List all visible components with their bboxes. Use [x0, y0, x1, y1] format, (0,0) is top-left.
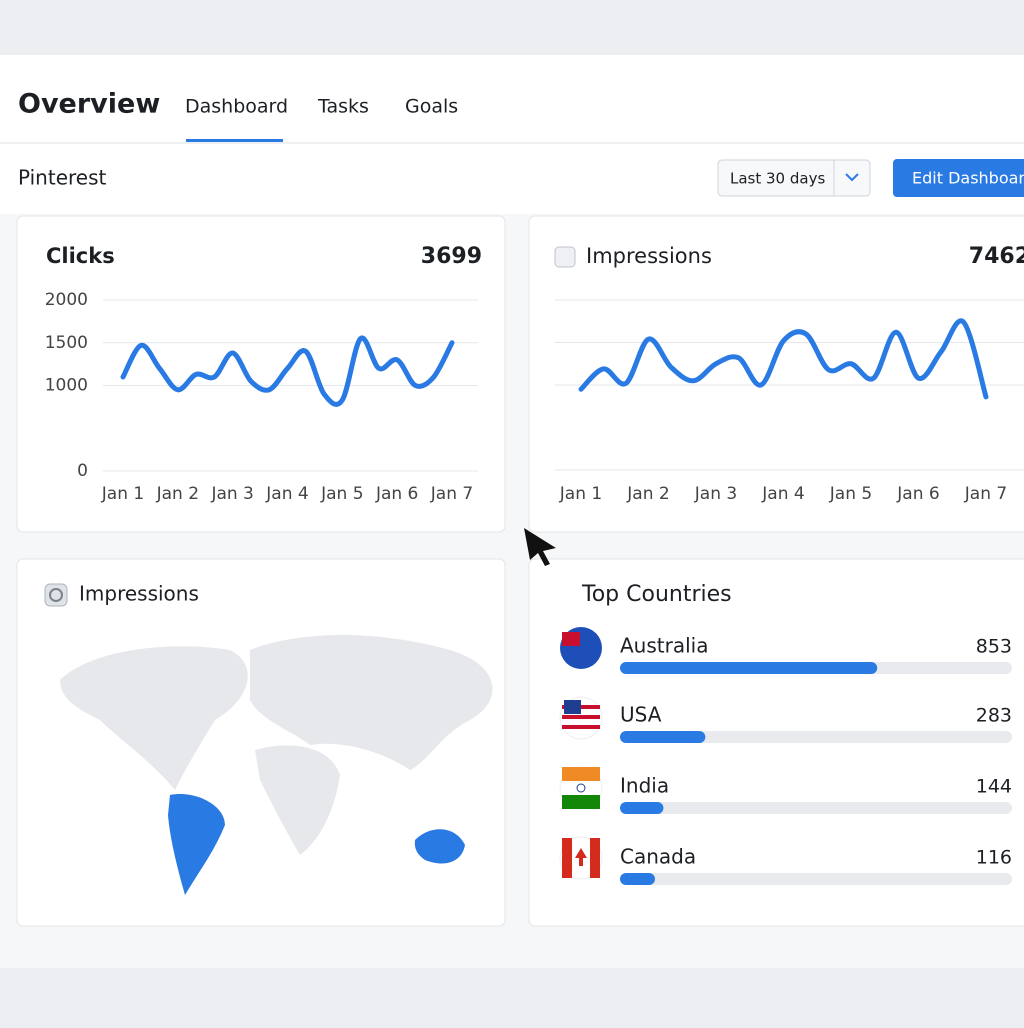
- x-tick-label: Jan 3: [694, 484, 737, 504]
- card-total: 3699: [421, 244, 482, 269]
- tab[interactable]: Goals: [405, 96, 458, 118]
- edit-button[interactable]: [893, 159, 1024, 197]
- y-tick-label: 1000: [45, 376, 88, 396]
- x-tick-label: Jan 1: [101, 484, 144, 504]
- country-name: USA: [620, 703, 662, 727]
- flag: [575, 848, 587, 866]
- flag: [562, 725, 600, 729]
- flag: [562, 838, 572, 878]
- country-name: Australia: [620, 634, 708, 658]
- bar: [620, 873, 655, 885]
- land: [255, 745, 340, 855]
- x-tick-label: Jan 2: [626, 484, 669, 504]
- line: [120, 335, 455, 407]
- country-name: Canada: [620, 845, 696, 869]
- icon: [44, 583, 68, 607]
- x-tick-label: Jan 6: [896, 484, 939, 504]
- country-name: India: [620, 774, 669, 798]
- bar-track: [620, 873, 1012, 885]
- x-tick-label: Jan 3: [210, 484, 253, 504]
- x-tick-label: Jan 1: [559, 484, 602, 504]
- land: [60, 646, 248, 790]
- bar: [620, 662, 878, 674]
- value-label: 283: [976, 705, 1012, 727]
- card-title: Clicks: [46, 244, 115, 268]
- highlighted-region: [168, 794, 225, 895]
- world-map: [60, 635, 493, 895]
- y-tick-label: 0: [77, 461, 88, 481]
- flag: [576, 783, 586, 793]
- card: [16, 215, 506, 533]
- x-tick-label: Jan 2: [156, 484, 199, 504]
- tab[interactable]: Dashboard: [185, 96, 288, 118]
- account-name: Pinterest: [18, 166, 107, 190]
- cursor: [524, 528, 556, 566]
- flag: [562, 767, 600, 781]
- flags: [559, 627, 603, 880]
- x-tick-label: Jan 5: [320, 484, 363, 504]
- flag: [562, 632, 580, 646]
- date-range: Last 30 days: [730, 170, 825, 188]
- card-total: 7462: [969, 244, 1024, 269]
- flag: [564, 700, 581, 714]
- bar: [620, 731, 706, 743]
- x-tick-label: Jan 7: [430, 484, 473, 504]
- bar-track: [620, 731, 1012, 743]
- x-tick-label: Jan 4: [761, 484, 804, 504]
- button-label: Edit Dashboard: [912, 169, 1024, 188]
- y-tick-label: 2000: [45, 290, 88, 310]
- line: [578, 318, 989, 400]
- tab-indicator: [186, 139, 283, 142]
- tab[interactable]: Tasks: [317, 96, 369, 118]
- x-tick-label: Jan 4: [265, 484, 308, 504]
- card-title: Impressions: [586, 244, 712, 268]
- x-tick-label: Jan 7: [964, 484, 1007, 504]
- icon: [554, 246, 576, 268]
- bar-track: [620, 802, 1012, 814]
- bar: [620, 802, 664, 814]
- flag: [590, 838, 600, 878]
- dropdown-arrow: [845, 173, 859, 182]
- x-tick-label: Jan 5: [829, 484, 872, 504]
- land: [250, 635, 493, 770]
- x-tick-label: Jan 6: [375, 484, 418, 504]
- icon: [49, 588, 63, 602]
- page-title: Overview: [18, 89, 160, 120]
- value-label: 116: [976, 847, 1012, 869]
- card-title: Impressions: [79, 582, 199, 606]
- highlighted-region: [414, 829, 465, 864]
- value-label: 144: [976, 776, 1012, 798]
- card: [528, 215, 1024, 533]
- date-dropdown[interactable]: [717, 159, 871, 197]
- value-label: 853: [976, 636, 1012, 658]
- y-tick-label: 1500: [45, 333, 88, 353]
- flag: [562, 715, 600, 719]
- flag: [562, 795, 600, 809]
- card-title: Top Countries: [581, 582, 732, 607]
